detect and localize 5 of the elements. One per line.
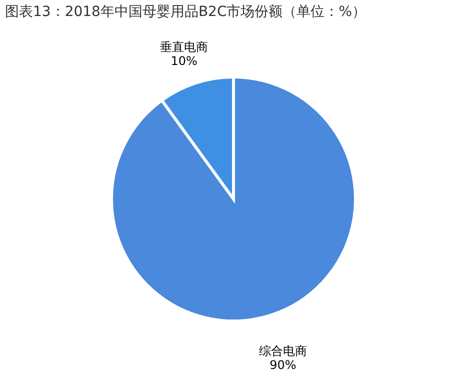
chart-title: 图表13：2018年中国母婴用品B2C市场份额（单位：%） xyxy=(5,4,366,20)
slice-label: 垂直电商 xyxy=(160,40,208,54)
data-label: 10% xyxy=(170,54,198,68)
data-label: 90% xyxy=(270,358,296,372)
slice-label: 综合电商 xyxy=(258,344,307,358)
